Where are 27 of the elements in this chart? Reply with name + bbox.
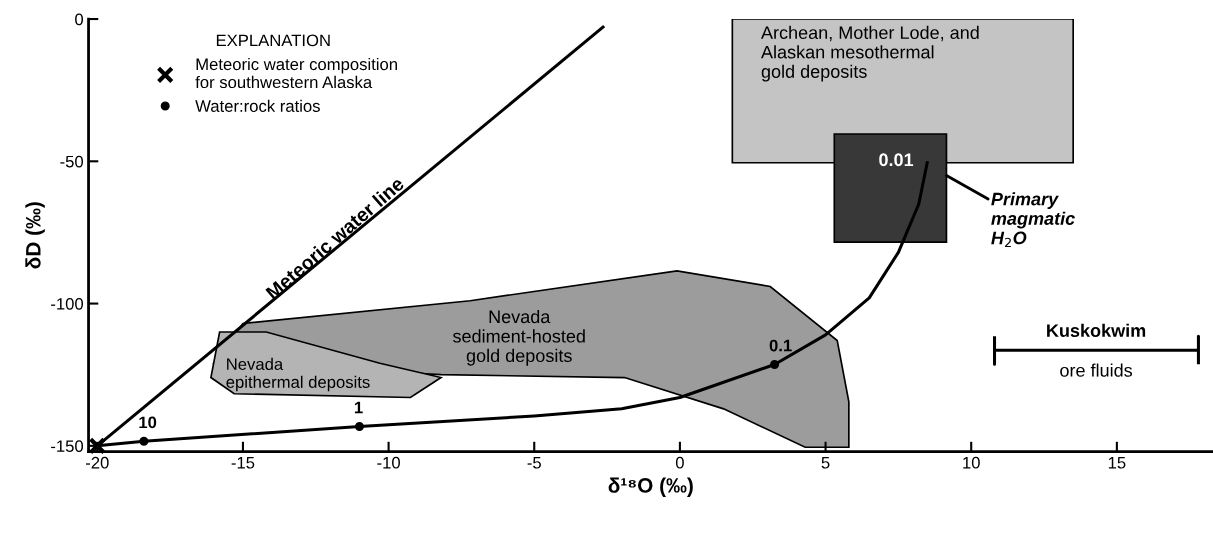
x-tick-label: 10 — [963, 456, 980, 469]
annotation: ore fluids — [1060, 363, 1133, 377]
x-tick-label: -5 — [527, 456, 541, 469]
x-tick-label: 15 — [1108, 456, 1126, 469]
legend-label: Meteoric water composition for southwestern Alaska — [195, 57, 397, 89]
annotation: 1 — [354, 401, 363, 414]
legend-title: EXPLANATION — [216, 34, 330, 47]
annotation: Nevada epithermal deposits — [226, 357, 370, 392]
annotation: Primary magmatic H$_{2}$O — [991, 192, 1075, 248]
annotation: Nevada sediment-hosted gold deposits — [452, 309, 585, 366]
x-tick-label: 5 — [821, 456, 830, 469]
annotation: Archean, Mother Lode, and Alaskan mesothermal gold deposits — [761, 25, 979, 82]
annotation: 0.1 — [769, 339, 792, 352]
y-tick-label: -100 — [51, 297, 84, 310]
y-tick-label: -150 — [51, 440, 84, 453]
x-tick-label: -10 — [377, 456, 400, 469]
y-tick-label: 0 — [75, 13, 84, 26]
legend-label: Water:rock ratios — [195, 99, 320, 112]
x-tick-label: 0 — [675, 456, 684, 469]
y-tick-label: -50 — [60, 155, 84, 168]
y-axis-title: δD (‰) — [25, 202, 45, 269]
annotation: Kuskokwim — [1047, 323, 1146, 337]
x-tick-label: -15 — [231, 456, 255, 469]
annotation: 0.01 — [879, 153, 914, 167]
annotation: 10 — [139, 416, 157, 429]
x-tick-label: -20 — [85, 456, 109, 469]
x-axis-title: δ¹⁸O (‰) — [608, 477, 693, 497]
